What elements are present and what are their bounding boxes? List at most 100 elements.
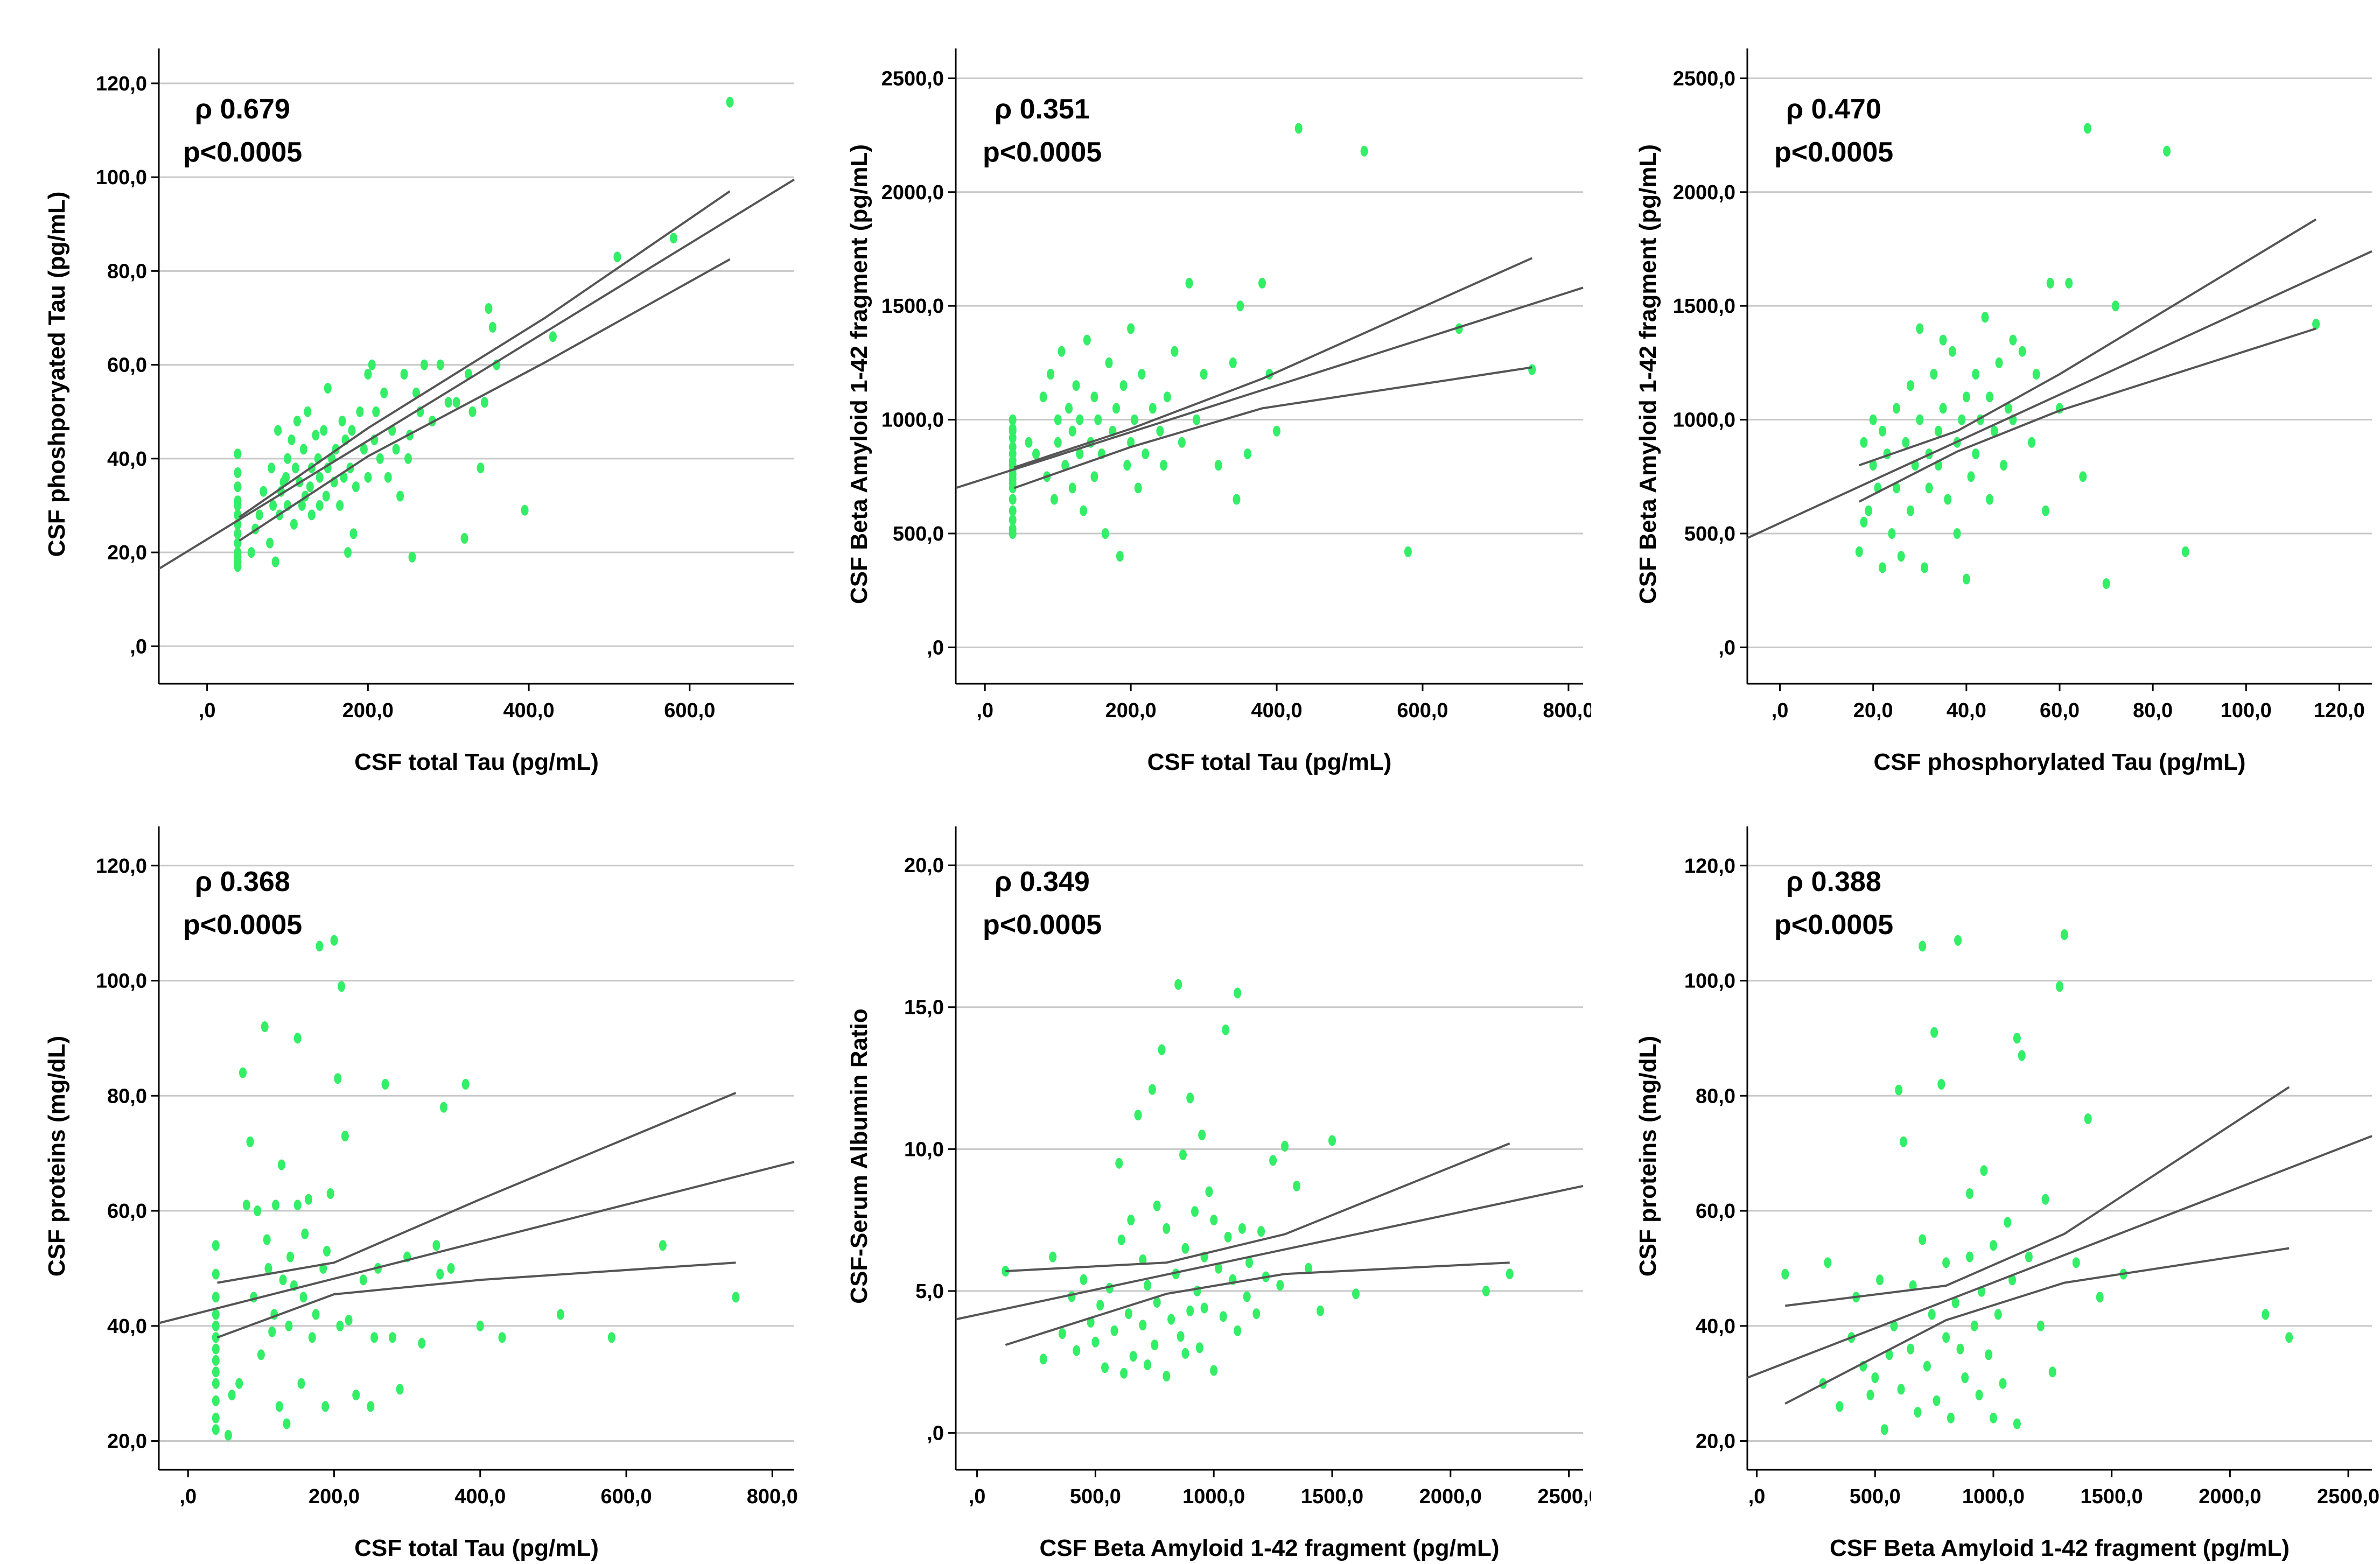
y-axis-title: CSF proteins (mg/dL) — [1635, 1036, 1661, 1277]
data-point — [2032, 369, 2040, 380]
y-tick-label: 2500,0 — [1673, 67, 1735, 90]
data-point — [1276, 1280, 1284, 1291]
data-point — [2004, 1217, 2012, 1228]
data-point — [1934, 425, 1942, 437]
data-point — [420, 359, 428, 370]
fit-line — [955, 1184, 1584, 1321]
data-point — [1163, 391, 1171, 403]
data-point — [2028, 437, 2036, 448]
y-tick-label: 120,0 — [96, 73, 147, 95]
data-point — [2018, 1050, 2026, 1061]
data-point — [1328, 1135, 1336, 1146]
data-point — [212, 1332, 220, 1343]
data-point — [1167, 1314, 1175, 1325]
data-point — [269, 500, 277, 511]
data-point — [1482, 1285, 1490, 1296]
x-axis-title: CSF total Tau (pg/mL) — [1147, 749, 1392, 775]
chart-panel-6: 20,0 40,0 60,0 80,0 100,0 120,0 ,0 500,0 1000,0 1… — [1635, 826, 2379, 1561]
data-point — [476, 1320, 484, 1331]
data-point — [1885, 1349, 1893, 1360]
y-tick-label: 40,0 — [1696, 1315, 1735, 1338]
data-point — [1907, 380, 1914, 391]
y-tick-label: 80,0 — [107, 260, 147, 283]
data-point — [370, 1332, 379, 1343]
data-point — [1025, 437, 1033, 448]
data-point — [1972, 369, 1980, 380]
data-point — [1243, 448, 1251, 459]
data-point — [1222, 1024, 1230, 1035]
data-point — [1101, 528, 1109, 539]
data-point — [299, 1292, 307, 1303]
data-point — [488, 321, 496, 333]
data-point — [1933, 1395, 1941, 1406]
data-point — [212, 1355, 220, 1366]
data-point — [234, 467, 242, 478]
data-point — [557, 1309, 564, 1320]
p-value-annotation: p<0.0005 — [1774, 909, 1893, 941]
data-point — [234, 561, 242, 572]
data-point — [1909, 1280, 1917, 1291]
data-point — [2285, 1332, 2293, 1343]
data-point — [1879, 425, 1886, 437]
data-point — [322, 490, 330, 502]
data-point — [669, 233, 677, 244]
data-point — [440, 1102, 447, 1113]
data-point — [1068, 425, 1076, 437]
data-point — [2102, 578, 2110, 589]
fit-line — [955, 286, 1584, 489]
data-point — [1942, 1332, 1950, 1343]
data-point — [1163, 1371, 1171, 1381]
data-point — [1836, 1401, 1844, 1412]
data-point — [2004, 403, 2012, 414]
fit-line — [158, 1161, 795, 1324]
y-tick-label: 120,0 — [96, 855, 147, 878]
data-point — [263, 1234, 271, 1245]
x-tick-label: 100,0 — [2221, 699, 2272, 722]
data-point — [1009, 414, 1017, 425]
data-point — [246, 1136, 254, 1147]
data-point — [1953, 528, 1961, 539]
data-point — [1200, 1302, 1208, 1314]
p-value-annotation: p<0.0005 — [183, 137, 302, 168]
x-tick-label: 2500,0 — [1538, 1485, 1591, 1508]
x-axis-title: CSF Beta Amyloid 1-42 fragment (pg/mL) — [1830, 1535, 2290, 1561]
data-point — [1824, 1257, 1832, 1268]
data-point — [480, 397, 488, 408]
data-point — [1039, 1353, 1047, 1365]
data-point — [1179, 1149, 1187, 1160]
data-point — [1928, 1309, 1936, 1320]
data-point — [1923, 1360, 1931, 1372]
x-tick-label: 1500,0 — [1301, 1485, 1363, 1508]
data-point — [1902, 437, 1910, 448]
data-point — [1009, 482, 1017, 494]
data-point — [326, 1188, 334, 1199]
data-point — [323, 1245, 331, 1257]
data-point — [2042, 505, 2049, 516]
data-point — [1215, 1263, 1222, 1274]
y-tick-label: ,0 — [927, 636, 944, 659]
data-point — [224, 1429, 232, 1441]
data-point — [1966, 1188, 1973, 1199]
data-point — [360, 444, 368, 455]
x-axis-title: CSF total Tau (pg/mL) — [354, 1535, 599, 1561]
data-point — [1009, 425, 1017, 437]
data-point — [1205, 1186, 1213, 1197]
data-point — [1112, 403, 1120, 414]
y-tick-label: 1500,0 — [1673, 295, 1735, 318]
data-point — [306, 481, 314, 493]
data-point — [338, 981, 346, 992]
data-point — [1185, 277, 1193, 289]
ci-upper-line — [1005, 1142, 1510, 1272]
data-point — [1986, 494, 1994, 505]
data-point — [659, 1240, 667, 1251]
data-point — [1058, 346, 1066, 357]
data-point — [1149, 403, 1157, 414]
data-point — [212, 1240, 220, 1251]
data-point — [1171, 346, 1179, 357]
p-value-annotation: p<0.0005 — [983, 137, 1102, 168]
data-point — [1294, 123, 1303, 134]
y-tick-label: 100,0 — [96, 166, 147, 189]
data-point — [356, 406, 364, 417]
data-point — [291, 462, 299, 474]
